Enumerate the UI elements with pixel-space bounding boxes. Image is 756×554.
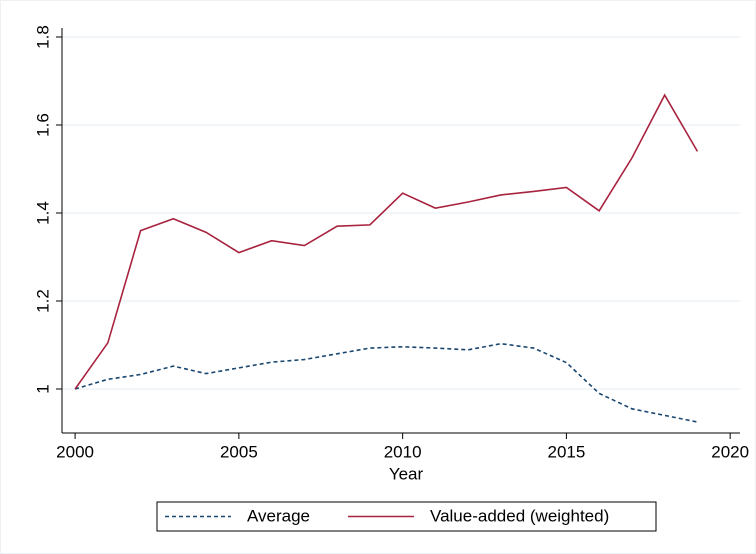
y-tick-label: 1.4 [33,201,52,225]
legend-label: Value-added (weighted) [430,506,609,525]
series-line [74,93,699,390]
y-tick-label: 1.2 [33,289,52,313]
x-tick-label: 2020 [711,442,749,461]
legend-label: Average [247,506,310,525]
y-tick-label: 1.6 [33,113,52,137]
x-tick-label: 2000 [56,442,94,461]
x-tick-label: 2015 [547,442,585,461]
x-axis-label: Year [389,464,424,483]
y-tick-label: 1 [33,384,52,393]
x-tick-label: 2010 [384,442,422,461]
series-line [74,342,698,423]
y-tick-label: 1.8 [33,25,52,49]
x-tick-label: 2005 [220,442,258,461]
